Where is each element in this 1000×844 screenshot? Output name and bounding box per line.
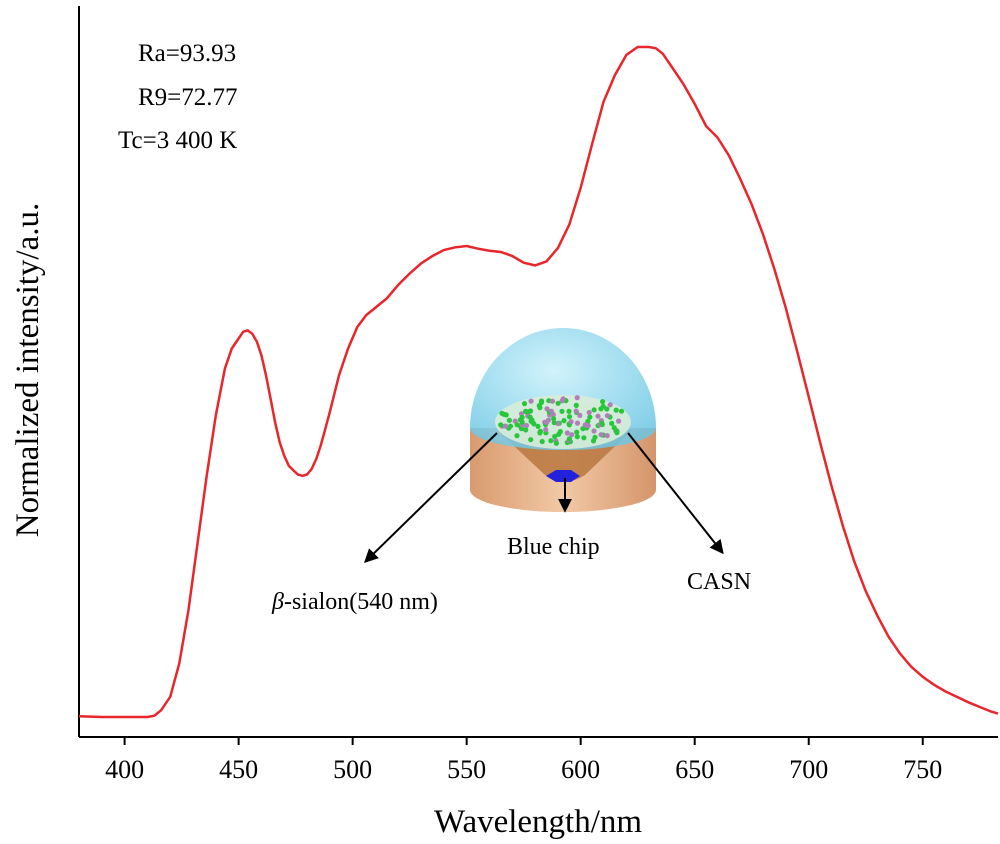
phosphor-particle bbox=[507, 423, 514, 429]
phosphor-particle bbox=[611, 425, 617, 431]
phosphor-particle bbox=[573, 408, 579, 414]
y-axis-title: Normalized intensity/a.u. bbox=[10, 203, 46, 538]
phosphor-particle bbox=[527, 414, 533, 420]
phosphor-particle bbox=[528, 418, 534, 424]
casn-arrow bbox=[627, 432, 724, 555]
phosphor-particle bbox=[591, 428, 597, 434]
phosphor-particle bbox=[543, 427, 549, 433]
phosphor-particle bbox=[585, 423, 591, 429]
phosphor-particle bbox=[604, 433, 610, 439]
phosphor-particle bbox=[609, 420, 615, 426]
phosphor-particle bbox=[551, 416, 557, 422]
phosphor-particle bbox=[574, 420, 581, 426]
phosphor-particle bbox=[548, 438, 554, 444]
phosphor-particle bbox=[561, 418, 567, 424]
x-ticks: 400 450 500 550 600 650 700 750 bbox=[105, 737, 942, 784]
phosphor-particle bbox=[517, 417, 524, 423]
phosphor-particle bbox=[573, 402, 579, 408]
phosphor-particle bbox=[556, 431, 562, 437]
x-tick-label-700: 700 bbox=[789, 755, 828, 784]
phosphor-particles bbox=[498, 395, 625, 446]
phosphor-particle bbox=[514, 433, 520, 439]
phosphor-particle bbox=[585, 418, 591, 424]
x-tick-label-650: 650 bbox=[675, 755, 714, 784]
phosphor-particle bbox=[555, 400, 561, 406]
x-tick-label-550: 550 bbox=[447, 755, 486, 784]
phosphor-particle bbox=[566, 408, 572, 414]
annotation-r9: R9=72.77 bbox=[138, 84, 238, 111]
phosphor-particle bbox=[600, 399, 606, 405]
phosphor-particle bbox=[574, 429, 580, 435]
phosphor-particle bbox=[548, 408, 555, 414]
phosphor-particle bbox=[539, 438, 545, 445]
phosphor-particle bbox=[523, 422, 530, 429]
phosphor-particle bbox=[598, 432, 604, 438]
phosphor-particle bbox=[528, 398, 534, 404]
blue-chip bbox=[546, 470, 580, 482]
x-tick-label-500: 500 bbox=[333, 755, 372, 784]
phosphor-particle bbox=[577, 412, 583, 418]
phosphor-particle bbox=[613, 407, 619, 413]
phosphor-particle bbox=[616, 418, 622, 424]
phosphor-particle bbox=[527, 408, 533, 414]
x-tick-label-400: 400 bbox=[105, 755, 144, 784]
phosphor-particle bbox=[559, 408, 565, 414]
x-axis-title: Wavelength/nm bbox=[434, 804, 642, 840]
x-tick-label-600: 600 bbox=[561, 755, 600, 784]
led-package-illustration bbox=[363, 328, 724, 563]
phosphor-particle bbox=[514, 422, 520, 428]
beta-symbol: β bbox=[271, 589, 284, 615]
spectrum-line bbox=[78, 45, 999, 719]
phosphor-particle bbox=[618, 408, 625, 414]
phosphor-particle bbox=[523, 427, 529, 433]
phosphor-particle bbox=[535, 423, 541, 429]
phosphor-particle bbox=[604, 406, 610, 412]
phosphor-particle bbox=[568, 419, 574, 425]
phosphor-particle bbox=[604, 413, 611, 419]
phosphor-particle bbox=[566, 414, 573, 420]
phosphor-particle bbox=[607, 402, 613, 408]
phosphor-particle bbox=[574, 395, 580, 401]
annotation-tc: Tc=3 400 K bbox=[118, 127, 237, 154]
casn-label: CASN bbox=[687, 569, 751, 595]
x-tick-label-450: 450 bbox=[219, 755, 258, 784]
phosphor-particle bbox=[592, 434, 598, 440]
phosphor-particle bbox=[569, 432, 575, 438]
phosphor-particle bbox=[523, 408, 529, 414]
phosphor-particle bbox=[499, 410, 505, 416]
x-tick-label-750: 750 bbox=[903, 755, 942, 784]
phosphor-particle bbox=[599, 420, 605, 426]
phosphor-particle bbox=[538, 398, 545, 404]
beta-sialon-label: β-sialon(540 nm) bbox=[271, 589, 438, 615]
phosphor-particle bbox=[591, 407, 597, 413]
phosphor-particle bbox=[587, 414, 593, 420]
sialon-label-text: -sialon(540 nm) bbox=[284, 589, 438, 615]
phosphor-particle bbox=[553, 440, 560, 446]
sialon-arrow bbox=[363, 432, 498, 563]
phosphor-particle bbox=[521, 401, 528, 407]
phosphor-particle bbox=[549, 398, 556, 404]
phosphor-particle bbox=[595, 413, 601, 419]
phosphor-particle bbox=[551, 420, 557, 426]
phosphor-particle bbox=[560, 396, 566, 402]
phosphor-particle bbox=[544, 419, 550, 425]
phosphor-particle bbox=[564, 430, 570, 436]
phosphor-particle bbox=[598, 406, 604, 412]
blue-chip-label: Blue chip bbox=[507, 534, 600, 560]
phosphor-particle bbox=[498, 422, 504, 428]
phosphor-particle bbox=[581, 435, 587, 441]
phosphor-particle bbox=[586, 409, 592, 416]
phosphor-particle bbox=[566, 436, 573, 442]
phosphor-particle bbox=[528, 437, 534, 443]
phosphor-particle bbox=[537, 430, 543, 436]
phosphor-particle bbox=[552, 433, 558, 440]
phosphor-particle bbox=[537, 405, 543, 411]
phosphor-particle bbox=[574, 434, 580, 440]
phosphor-particle bbox=[506, 417, 512, 423]
annotation-ra: Ra=93.93 bbox=[138, 40, 236, 67]
